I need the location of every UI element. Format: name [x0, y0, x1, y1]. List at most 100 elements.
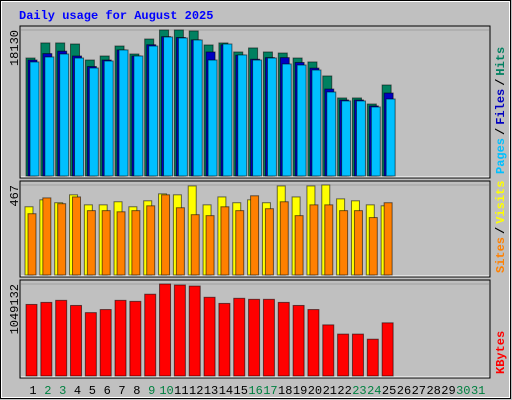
x-tick-label: 18: [278, 384, 292, 398]
bar: [84, 312, 97, 377]
legend-separator: /: [494, 79, 508, 86]
bar: [250, 195, 260, 276]
legend-entry: Visits: [494, 181, 508, 224]
bar: [233, 297, 246, 377]
bar: [133, 55, 144, 177]
x-tick-label: 10: [159, 384, 173, 398]
bar: [207, 59, 218, 177]
bar: [59, 53, 70, 177]
bar: [203, 296, 216, 377]
x-tick-label: 19: [293, 384, 307, 398]
bar: [70, 304, 83, 377]
bar: [292, 304, 305, 377]
bar: [72, 196, 82, 276]
x-tick-label: 1: [29, 384, 36, 398]
bar: [146, 205, 156, 276]
x-tick-label: 30: [456, 384, 470, 398]
bar: [118, 49, 129, 177]
x-tick-label: 11: [174, 384, 188, 398]
bar: [381, 322, 394, 377]
x-tick-label: 17: [263, 384, 277, 398]
x-tick-label: 5: [89, 384, 96, 398]
legend-entry: KBytes: [494, 331, 508, 374]
x-tick-label: 2: [44, 384, 51, 398]
bar: [279, 201, 289, 276]
x-tick-label: 22: [337, 384, 351, 398]
x-tick-label: 20: [308, 384, 322, 398]
bar: [296, 64, 307, 177]
bar: [74, 57, 85, 177]
bar: [218, 302, 231, 377]
bar: [339, 210, 349, 276]
x-tick-label: 26: [397, 384, 411, 398]
bar: [222, 43, 233, 177]
legend-entry: Hits: [494, 47, 508, 76]
bar: [177, 37, 188, 177]
legend: Pages / Files / Hits: [494, 47, 508, 174]
bar: [311, 69, 322, 177]
legend: KBytes: [494, 331, 508, 374]
bar: [366, 338, 379, 377]
legend-entry: Sites: [494, 237, 508, 273]
x-tick-label: 8: [133, 384, 140, 398]
bar: [99, 309, 112, 377]
bar: [383, 202, 393, 276]
bar: [351, 333, 364, 377]
bar: [101, 210, 111, 276]
x-tick-label: 27: [412, 384, 426, 398]
legend-entry: Pages: [494, 138, 508, 174]
bar: [235, 210, 245, 276]
y-tick-label: 18130: [8, 30, 22, 66]
bar: [148, 45, 159, 177]
bar: [220, 206, 230, 276]
bar: [294, 215, 304, 276]
x-tick-label: 9: [148, 384, 155, 398]
x-tick-label: 7: [118, 384, 125, 398]
legend-separator: /: [494, 227, 508, 234]
bar: [264, 208, 274, 276]
bar: [326, 91, 337, 177]
bar: [188, 285, 201, 377]
legend-separator: /: [494, 128, 508, 135]
x-tick-label: 23: [352, 384, 366, 398]
y-tick-label: 467: [8, 185, 22, 207]
bar: [57, 203, 67, 276]
bar: [55, 299, 68, 377]
bar: [237, 54, 248, 177]
bar: [355, 100, 366, 177]
legend: Sites / Visits: [494, 181, 508, 273]
bar: [144, 293, 157, 377]
x-tick-label: 14: [219, 384, 233, 398]
x-tick-label: 29: [441, 384, 455, 398]
bar: [353, 210, 363, 276]
bar: [131, 210, 141, 276]
bar: [116, 211, 126, 276]
bar: [114, 299, 127, 377]
bar: [42, 197, 52, 276]
x-tick-label: 12: [189, 384, 203, 398]
bar: [190, 214, 200, 276]
bar: [322, 324, 335, 377]
x-tick-label: 3: [59, 384, 66, 398]
bar: [205, 215, 215, 276]
bar: [129, 300, 142, 377]
bar: [341, 100, 352, 177]
x-tick-label: 16: [248, 384, 262, 398]
bar: [385, 98, 396, 177]
x-tick-label: 24: [367, 384, 381, 398]
x-tick-label: 4: [74, 384, 81, 398]
chart-title: Daily usage for August 2025: [19, 9, 213, 23]
bar: [29, 61, 40, 177]
bar: [25, 303, 38, 377]
bar: [281, 63, 292, 177]
bar: [337, 333, 350, 377]
x-tick-label: 13: [204, 384, 218, 398]
bar: [277, 301, 290, 377]
bar: [309, 204, 319, 276]
bar: [266, 57, 277, 177]
bar: [163, 36, 174, 177]
x-tick-label: 25: [382, 384, 396, 398]
